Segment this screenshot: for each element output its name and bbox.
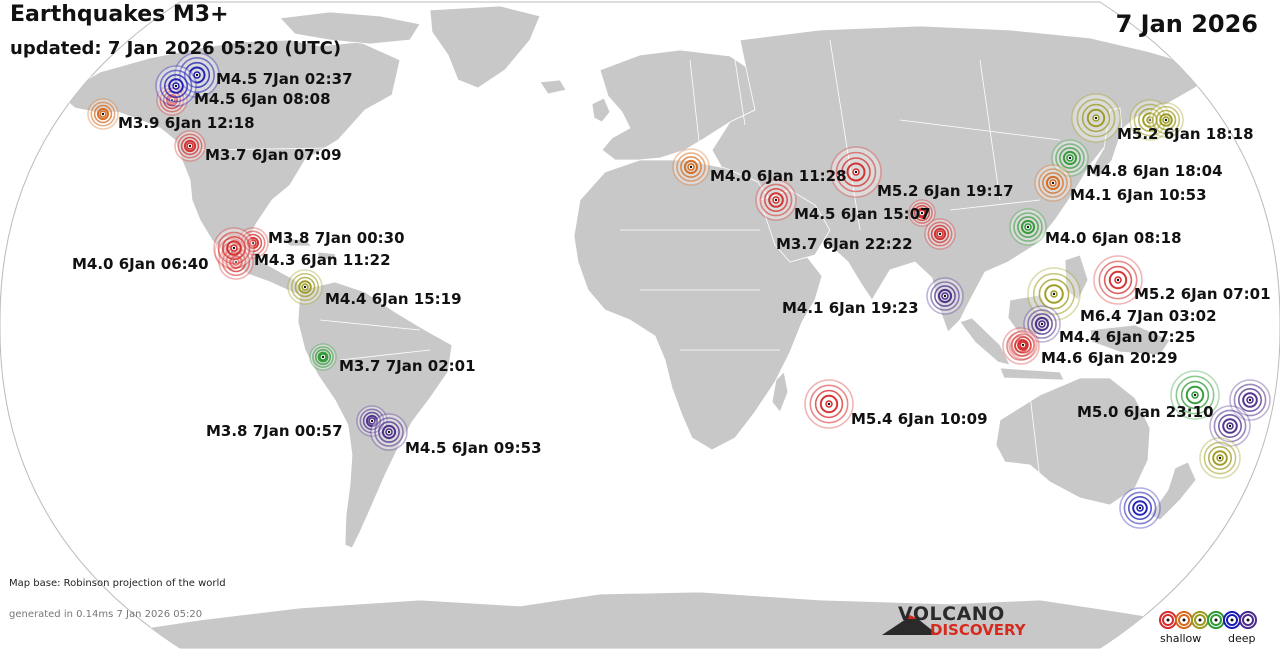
earthquake-marker[interactable]: [755, 179, 797, 221]
earthquake-label: M3.9 6Jan 12:18: [118, 114, 255, 132]
earthquake-label: M4.8 6Jan 18:04: [1086, 162, 1223, 180]
java: [999, 367, 1065, 381]
earthquake-label: M5.2 6Jan 19:17: [877, 182, 1014, 200]
earthquake-marker[interactable]: [1008, 330, 1038, 360]
earthquake-marker[interactable]: [1034, 164, 1072, 202]
earthquake-label: M6.4 7Jan 03:02: [1080, 307, 1217, 325]
earthquake-marker[interactable]: [830, 146, 882, 198]
earthquake-label: M4.4 6Jan 07:25: [1059, 328, 1196, 346]
depth-legend-rings: [1159, 611, 1257, 629]
earthquake-label: M4.0 6Jan 06:40: [72, 255, 209, 273]
earthquake-marker[interactable]: [1051, 139, 1089, 177]
north-america: [59, 39, 401, 299]
earthquake-marker[interactable]: [1199, 437, 1241, 479]
earthquake-marker[interactable]: [174, 130, 206, 162]
earthquake-label: M5.2 6Jan 07:01: [1134, 285, 1271, 303]
earthquake-label: M4.4 6Jan 15:19: [325, 290, 462, 308]
earthquake-markers[interactable]: M4.5 7Jan 02:37 M4.5 6Jan 08:08 M3.9 6Jan …: [72, 52, 1271, 529]
earthquake-label: M3.8 7Jan 00:57: [206, 422, 343, 440]
earthquake-marker[interactable]: [1009, 208, 1047, 246]
legend-ring-3: [1214, 618, 1218, 622]
logo-line1: VOLCANO: [898, 603, 1005, 625]
earthquake-marker[interactable]: [155, 65, 197, 107]
earthquake-marker[interactable]: [287, 269, 323, 305]
legend-ring-2: [1198, 618, 1202, 622]
earthquake-label: M5.4 6Jan 10:09: [851, 410, 988, 428]
map-base-note: Map base: Robinson projection of the wor…: [9, 578, 226, 589]
arctic-islands: [279, 11, 421, 45]
earthquake-label: M4.5 7Jan 02:37: [216, 70, 353, 88]
arabia: [759, 189, 831, 263]
earthquake-marker[interactable]: [1071, 93, 1121, 143]
earthquake-label: M3.7 6Jan 07:09: [205, 146, 342, 164]
depth-legend: shallow deep: [1158, 608, 1268, 646]
caribbean: [280, 237, 337, 261]
date-heading: 7 Jan 2026: [1115, 10, 1258, 38]
earthquake-marker[interactable]: [924, 218, 956, 250]
earthquake-marker[interactable]: [1027, 267, 1081, 321]
earthquake-marker[interactable]: [1129, 99, 1171, 141]
earthquake-marker[interactable]: [174, 52, 220, 98]
updated-timestamp: updated: 7 Jan 2026 05:20 (UTC): [10, 38, 342, 59]
earthquake-marker[interactable]: [672, 148, 710, 186]
country-borders: [199, 39, 1061, 481]
earthquake-label: M4.1 6Jan 10:53: [1070, 186, 1207, 204]
greenland: [429, 5, 541, 89]
africa: [573, 159, 823, 451]
earthquake-marker[interactable]: [1170, 370, 1220, 420]
landmasses: [0, 5, 1280, 648]
earthquake-marker[interactable]: [1209, 405, 1251, 447]
legend-ring-5: [1246, 618, 1250, 622]
earthquake-marker[interactable]: [1093, 255, 1143, 305]
generated-note: generated in 0.14ms 7 Jan 2026 05:20: [9, 609, 203, 620]
earthquake-marker[interactable]: [908, 199, 936, 227]
logo-line2: DISCOVERY: [930, 621, 1026, 639]
earthquake-marker[interactable]: [1023, 305, 1061, 343]
earthquake-label: M3.7 7Jan 02:01: [339, 357, 476, 375]
europe: [599, 49, 761, 161]
earthquake-label: M4.5 6Jan 15:07: [794, 205, 931, 223]
earthquake-label: M4.5 6Jan 08:08: [194, 90, 331, 108]
page-title: Earthquakes M3+: [10, 2, 229, 27]
legend-shallow-label: shallow: [1160, 632, 1202, 645]
earthquake-label: M3.8 7Jan 00:30: [268, 229, 405, 247]
earthquake-marker[interactable]: [804, 379, 854, 429]
volcano-logo-icon: [882, 615, 938, 635]
legend-ring-4: [1230, 618, 1234, 622]
australia: [995, 377, 1151, 506]
legend-deep-label: deep: [1228, 632, 1256, 645]
legend-ring-1: [1182, 618, 1186, 622]
south-america: [297, 281, 453, 549]
earthquake-label: M4.3 6Jan 11:22: [254, 251, 391, 269]
earthquake-label: M5.0 6Jan 23:10: [1077, 403, 1214, 421]
earthquake-label: M4.6 6Jan 20:29: [1041, 349, 1178, 367]
earthquake-marker[interactable]: [309, 343, 337, 371]
earthquake-marker[interactable]: [1119, 487, 1161, 529]
earthquake-label: M3.7 6Jan 22:22: [776, 235, 913, 253]
earthquake-label: M5.2 6Jan 18:18: [1117, 125, 1254, 143]
earthquake-label: M4.5 6Jan 09:53: [405, 439, 542, 457]
madagascar: [771, 371, 789, 413]
earthquake-marker[interactable]: [87, 98, 119, 130]
sumatra: [959, 317, 1011, 366]
volcano-discovery-logo[interactable]: VOLCANO DISCOVERY: [880, 603, 1040, 639]
earthquake-marker[interactable]: [213, 227, 255, 269]
legend-ring-0: [1166, 618, 1170, 622]
earthquake-marker[interactable]: [1229, 379, 1271, 421]
british-isles: [591, 97, 611, 123]
earthquake-marker[interactable]: [1148, 102, 1184, 138]
new-zealand: [1149, 461, 1197, 521]
iceland: [539, 79, 567, 95]
earthquake-label: M4.0 6Jan 11:28: [710, 167, 847, 185]
earthquake-label: M4.0 6Jan 08:18: [1045, 229, 1182, 247]
earthquake-label: M4.1 6Jan 19:23: [782, 299, 919, 317]
earthquake-marker[interactable]: [370, 413, 408, 451]
new-guinea: [1089, 324, 1171, 356]
earthquake-marker[interactable]: [926, 277, 964, 315]
